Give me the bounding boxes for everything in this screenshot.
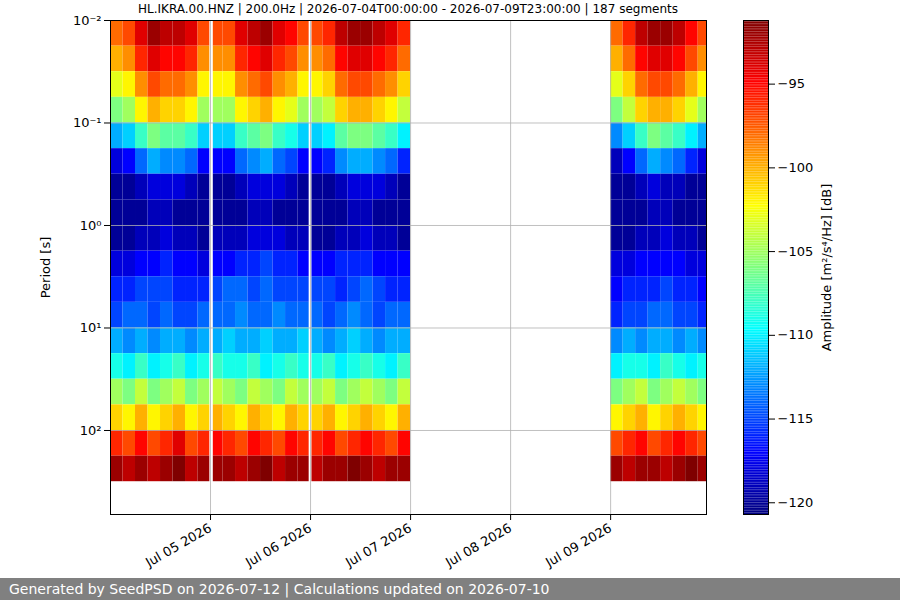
svg-text:10²: 10² [80,423,102,438]
svg-text:Jul 08 2026: Jul 08 2026 [442,520,514,570]
svg-text:10⁻²: 10⁻² [73,13,102,28]
svg-text:−110: −110 [778,327,814,342]
svg-text:Jul 06 2026: Jul 06 2026 [242,520,314,570]
svg-text:−100: −100 [778,160,814,175]
svg-text:−105: −105 [778,244,814,259]
svg-text:10¹: 10¹ [80,320,102,335]
svg-text:−120: −120 [778,495,814,510]
svg-text:Jul 07 2026: Jul 07 2026 [342,520,414,570]
svg-text:10⁰: 10⁰ [80,218,102,233]
html-text:HL.IKRA.00.HNZ | 200.0Hz | 202: HL.IKRA.00.HNZ | 200.0Hz | 2026-07-04T00… [138,2,678,16]
svg-text:10⁻¹: 10⁻¹ [73,115,102,130]
svg-text:−95: −95 [778,76,805,91]
svg-text:Jul 09 2026: Jul 09 2026 [542,520,614,570]
svg-text:Amplitude [m²/s⁴/Hz] [dB]: Amplitude [m²/s⁴/Hz] [dB] [819,184,834,352]
svg-text:Jul 05 2026: Jul 05 2026 [142,520,214,570]
svg-text:Period [s]: Period [s] [38,237,53,299]
html-text:Generated by SeedPSD on 2026-0: Generated by SeedPSD on 2026-07-12 | Cal… [9,581,550,597]
svg-text:−115: −115 [778,411,814,426]
